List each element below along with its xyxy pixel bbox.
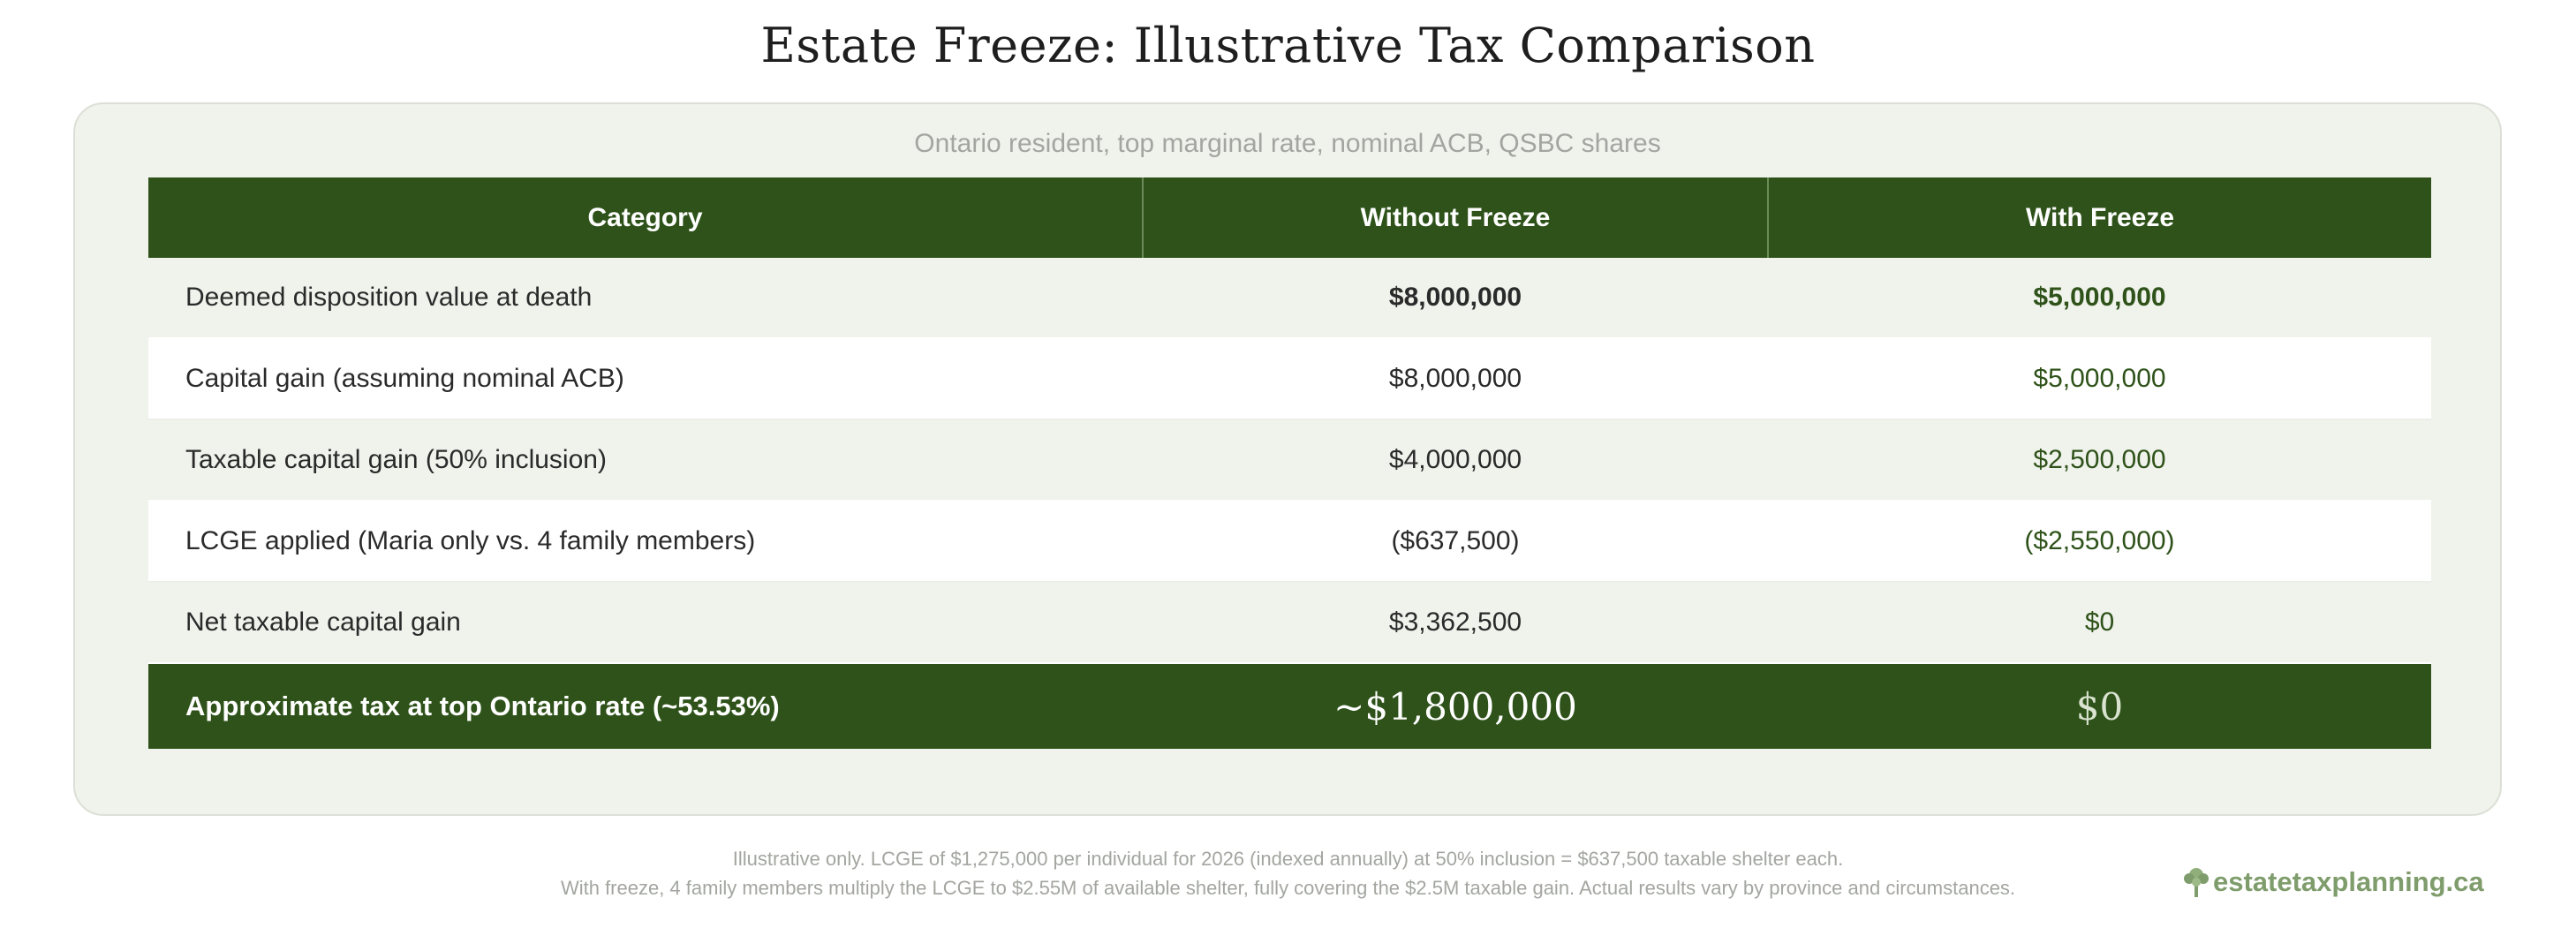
header-category: Category — [148, 177, 1144, 258]
row-without-value: $8,000,000 — [1143, 338, 1768, 420]
row-label: Net taxable capital gain — [148, 582, 1143, 664]
card-subtitle: Ontario resident, top marginal rate, nom… — [914, 129, 1661, 158]
row-without-value: $4,000,000 — [1143, 419, 1768, 502]
tree-icon — [2184, 868, 2209, 897]
total-with-value: $0 — [1768, 663, 2431, 749]
table-row: Capital gain (assuming nominal ACB) $8,0… — [148, 338, 2431, 420]
row-label: LCGE applied (Maria only vs. 4 family me… — [148, 501, 1143, 583]
row-with-value: $5,000,000 — [1768, 338, 2431, 420]
total-row: Approximate tax at top Ontario rate (~53… — [148, 663, 2431, 749]
header-with-freeze: With Freeze — [1768, 177, 2431, 258]
row-with-value: $2,500,000 — [1768, 419, 2431, 502]
header-without-freeze: Without Freeze — [1143, 177, 1769, 258]
footnote-1: Illustrative only. LCGE of $1,275,000 pe… — [732, 848, 1844, 870]
brand-text: estatetaxplanning.ca — [2213, 866, 2484, 897]
row-label: Deemed disposition value at death — [148, 258, 1143, 339]
footnote-2: With freeze, 4 family members multiply t… — [560, 877, 2016, 899]
total-label: Approximate tax at top Ontario rate (~53… — [148, 663, 1143, 749]
comparison-table: Category Without Freeze With Freeze Deem… — [148, 177, 2431, 749]
table-header-row: Category Without Freeze With Freeze — [148, 177, 2431, 258]
row-without-value: ($637,500) — [1143, 501, 1768, 583]
comparison-card: Ontario resident, top marginal rate, nom… — [73, 102, 2502, 816]
row-label: Taxable capital gain (50% inclusion) — [148, 419, 1143, 502]
row-with-value: $5,000,000 — [1768, 258, 2431, 339]
brand-logo: estatetaxplanning.ca — [2181, 865, 2484, 899]
table-row: Deemed disposition value at death $8,000… — [148, 258, 2431, 339]
row-with-value: $0 — [1768, 582, 2431, 664]
total-without-value: ~$1,800,000 — [1143, 663, 1768, 749]
row-without-value: $8,000,000 — [1143, 258, 1768, 339]
table-row: Net taxable capital gain $3,362,500 $0 — [148, 582, 2431, 664]
row-with-value: ($2,550,000) — [1768, 501, 2431, 583]
table-row: LCGE applied (Maria only vs. 4 family me… — [148, 501, 2431, 583]
table-row: Taxable capital gain (50% inclusion) $4,… — [148, 419, 2431, 502]
row-without-value: $3,362,500 — [1143, 582, 1768, 664]
page-title: Estate Freeze: Illustrative Tax Comparis… — [760, 18, 1816, 73]
row-label: Capital gain (assuming nominal ACB) — [148, 338, 1143, 420]
